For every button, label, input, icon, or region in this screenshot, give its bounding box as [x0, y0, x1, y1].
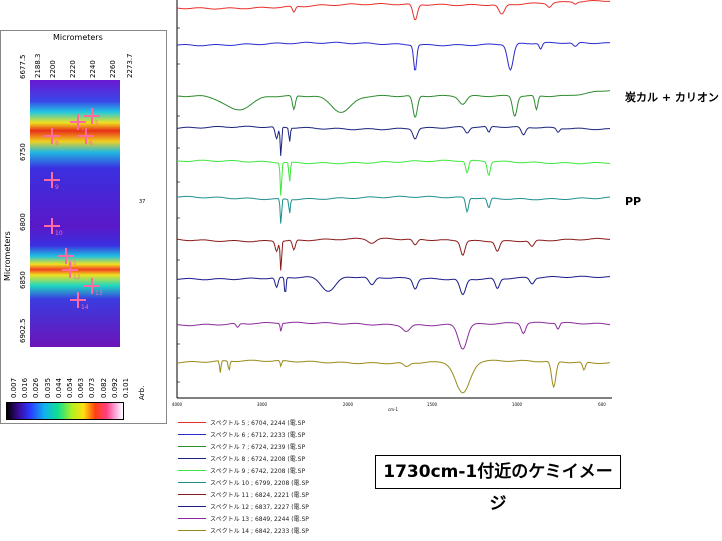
legend-swatch — [178, 470, 206, 471]
colorbar-tick: 0.044 — [54, 377, 63, 398]
legend-swatch — [178, 458, 206, 459]
spectrum-line — [176, 125, 610, 156]
spectrum-line — [176, 0, 611, 21]
map-marker-label: 7 — [81, 126, 85, 133]
colorbar-tick: 0.035 — [43, 377, 52, 398]
colorbar-tick: 0.092 — [110, 377, 119, 398]
legend-label: スペクトル 8 ; 6724, 2208 (電.SP — [210, 456, 306, 463]
chemical-image-heatmap: 5 76 8 9 10 11 12 13 14 — [30, 80, 120, 347]
legend-label: スペクトル 7 ; 6724, 2239 (電.SP — [210, 444, 306, 451]
map-marker: 7 — [70, 114, 86, 133]
legend-label: スペクトル 5 ; 6704, 2244 (電.SP — [210, 420, 306, 427]
spectrum-line — [176, 237, 610, 271]
legend-swatch — [178, 506, 206, 507]
legend-label: スペクトル 6 ; 6712, 2233 (電.SP — [210, 432, 306, 439]
spectrum-line — [176, 159, 610, 196]
map-y-tick: 6750 — [19, 143, 27, 161]
legend-label: スペクトル 13 ; 6849, 2244 (電.SP — [210, 516, 309, 523]
colorbar-tick: 0.007 — [10, 377, 18, 398]
map-marker-label: 12 — [73, 274, 81, 281]
legend-item: スペクトル 7 ; 6724, 2239 (電.SP — [178, 442, 378, 452]
colorbar-tick: 0.063 — [77, 377, 86, 398]
map-marker: 13 — [84, 278, 103, 297]
x-tick-label: 2000 — [343, 402, 354, 407]
map-marker-label: 11 — [69, 260, 77, 267]
colorbar-tick: 0.082 — [99, 377, 108, 398]
map-marker-label: 10 — [55, 230, 63, 237]
annotation-pp: PP — [625, 195, 642, 208]
map-side-axis-title: Micrometers — [3, 231, 12, 281]
map-marker-label: 13 — [95, 290, 103, 297]
x-tick-label: 4000 — [172, 402, 183, 407]
legend-item: スペクトル 6 ; 6712, 2233 (電.SP — [178, 430, 378, 440]
legend-item: スペクトル 9 ; 6742, 2208 (電.SP — [178, 466, 378, 476]
map-marker-label: 8 — [55, 140, 59, 147]
legend-label: スペクトル 11 ; 6824, 2221 (電.SP — [210, 492, 309, 499]
map-marker: 9 — [44, 172, 60, 191]
colorbar-unit: Arb. — [138, 385, 146, 400]
map-marker: 6 — [78, 128, 94, 147]
spectrum-line — [176, 321, 611, 350]
legend-swatch — [178, 482, 206, 483]
spectrum-line — [176, 90, 611, 118]
map-side-tick: 37 — [139, 199, 146, 205]
spectrum-line — [176, 359, 611, 394]
legend-item: スペクトル 12 ; 6837, 2227 (電.SP — [178, 502, 378, 512]
legend-item: スペクトル 11 ; 6824, 2221 (電.SP — [178, 490, 378, 500]
legend-item: スペクトル 10 ; 6799, 2208 (電.SP — [178, 478, 378, 488]
map-marker: 12 — [62, 262, 81, 281]
spectra-chart: 4000 3000 2000 1500 1000 600 cm-1 — [172, 0, 612, 412]
x-tick-label: 1000 — [512, 402, 523, 407]
x-axis-label: cm-1 — [388, 407, 399, 412]
legend-swatch — [178, 422, 206, 423]
map-x-tick: 2240 — [89, 60, 97, 78]
legend-swatch — [178, 494, 206, 495]
map-marker-label: 9 — [55, 184, 59, 191]
colorbar-tick: 0.026 — [32, 377, 41, 398]
x-tick-label: 3000 — [257, 402, 268, 407]
map-x-tick: 2273.7 — [126, 53, 134, 79]
legend-item: スペクトル 13 ; 6849, 2244 (電.SP — [178, 514, 378, 524]
legend-item: スペクトル 8 ; 6724, 2208 (電.SP — [178, 454, 378, 464]
map-y-tick: 6902.5 — [19, 318, 27, 344]
map-top-axis-title: Micrometers — [53, 33, 103, 42]
annotation-calc-kaolin: 炭カル + カリオン — [625, 91, 719, 104]
legend-label: スペクトル 10 ; 6799, 2208 (電.SP — [210, 480, 309, 487]
map-y-tick: 6677.5 — [19, 54, 27, 80]
legend-swatch — [178, 530, 206, 531]
map-marker: 10 — [44, 218, 63, 237]
legend-swatch — [178, 434, 206, 435]
map-marker-label: 14 — [81, 304, 89, 311]
map-x-tick: 2260 — [109, 60, 117, 78]
x-tick-label: 600 — [598, 402, 606, 407]
map-x-tick: 2188.3 — [34, 53, 42, 79]
legend-swatch — [178, 518, 206, 519]
caption-box: 1730cm-1付近のケミイメージ — [375, 455, 621, 514]
legend-label: スペクトル 12 ; 6837, 2227 (電.SP — [210, 504, 309, 511]
legend-label: スペクトル 14 ; 6842, 2233 (電.SP — [210, 528, 309, 535]
map-x-tick: 2200 — [49, 60, 57, 78]
map-marker-label: 5 — [95, 120, 99, 127]
map-marker: 8 — [44, 128, 60, 147]
legend-item: スペクトル 14 ; 6842, 2233 (電.SP — [178, 526, 378, 536]
legend-item: スペクトル 5 ; 6704, 2244 (電.SP — [178, 418, 378, 428]
spectrum-line — [176, 41, 611, 71]
colorbar — [6, 402, 124, 420]
map-x-tick: 2220 — [69, 60, 77, 78]
colorbar-tick: 0.016 — [21, 377, 30, 398]
colorbar-tick: 0.101 — [122, 377, 130, 398]
map-marker: 5 — [84, 108, 100, 127]
map-y-tick: 6850 — [19, 271, 27, 289]
legend-label: スペクトル 9 ; 6742, 2208 (電.SP — [210, 468, 306, 475]
map-marker-label: 6 — [89, 140, 93, 147]
spectrum-line — [176, 275, 610, 296]
map-marker: 14 — [70, 292, 89, 311]
colorbar-tick: 0.073 — [88, 377, 97, 398]
legend-swatch — [178, 446, 206, 447]
map-marker: 11 — [58, 248, 77, 267]
map-y-tick: 6800 — [19, 213, 27, 231]
x-tick-label: 1500 — [427, 402, 438, 407]
spectrum-line — [176, 195, 610, 224]
colorbar-tick: 0.054 — [66, 377, 74, 398]
